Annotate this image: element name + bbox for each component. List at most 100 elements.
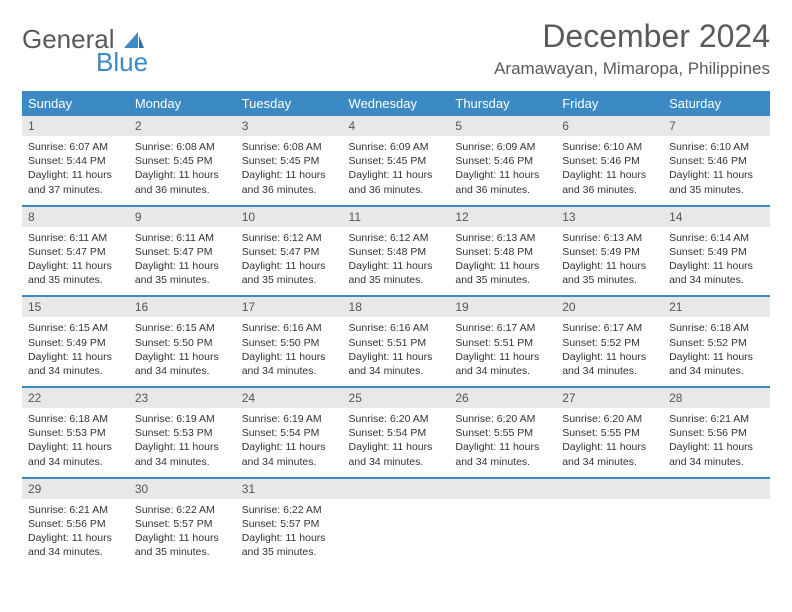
day-number — [663, 479, 770, 499]
day-cell: 10Sunrise: 6:12 AMSunset: 5:47 PMDayligh… — [236, 206, 343, 297]
sunrise-line: Sunrise: 6:07 AM — [28, 141, 108, 153]
sunset-line: Sunset: 5:54 PM — [349, 427, 427, 439]
daylight-line: Daylight: 11 hours and 34 minutes. — [135, 351, 219, 377]
day-cell: 30Sunrise: 6:22 AMSunset: 5:57 PMDayligh… — [129, 478, 236, 568]
day-content: Sunrise: 6:18 AMSunset: 5:52 PMDaylight:… — [663, 317, 770, 386]
day-number: 29 — [22, 479, 129, 499]
day-cell: 13Sunrise: 6:13 AMSunset: 5:49 PMDayligh… — [556, 206, 663, 297]
daylight-line: Daylight: 11 hours and 35 minutes. — [135, 260, 219, 286]
sunrise-line: Sunrise: 6:19 AM — [135, 413, 215, 425]
sunrise-line: Sunrise: 6:21 AM — [28, 504, 108, 516]
daylight-line: Daylight: 11 hours and 34 minutes. — [242, 351, 326, 377]
sunrise-line: Sunrise: 6:16 AM — [242, 322, 322, 334]
sunrise-line: Sunrise: 6:08 AM — [242, 141, 322, 153]
daylight-line: Daylight: 11 hours and 34 minutes. — [669, 351, 753, 377]
sunrise-line: Sunrise: 6:17 AM — [455, 322, 535, 334]
day-number: 14 — [663, 207, 770, 227]
sunset-line: Sunset: 5:53 PM — [135, 427, 213, 439]
day-number: 6 — [556, 116, 663, 136]
day-number: 4 — [343, 116, 450, 136]
day-cell: 17Sunrise: 6:16 AMSunset: 5:50 PMDayligh… — [236, 296, 343, 387]
day-content — [343, 499, 450, 549]
day-number: 10 — [236, 207, 343, 227]
daylight-line: Daylight: 11 hours and 34 minutes. — [669, 260, 753, 286]
day-content: Sunrise: 6:12 AMSunset: 5:47 PMDaylight:… — [236, 227, 343, 296]
sunrise-line: Sunrise: 6:09 AM — [455, 141, 535, 153]
day-content: Sunrise: 6:21 AMSunset: 5:56 PMDaylight:… — [663, 408, 770, 477]
day-content: Sunrise: 6:22 AMSunset: 5:57 PMDaylight:… — [236, 499, 343, 568]
day-cell: 18Sunrise: 6:16 AMSunset: 5:51 PMDayligh… — [343, 296, 450, 387]
daylight-line: Daylight: 11 hours and 34 minutes. — [28, 532, 112, 558]
sunrise-line: Sunrise: 6:13 AM — [562, 232, 642, 244]
daylight-line: Daylight: 11 hours and 34 minutes. — [455, 351, 539, 377]
day-cell: 12Sunrise: 6:13 AMSunset: 5:48 PMDayligh… — [449, 206, 556, 297]
daylight-line: Daylight: 11 hours and 36 minutes. — [242, 169, 326, 195]
day-content — [663, 499, 770, 549]
logo: General Blue — [22, 18, 148, 78]
day-number: 16 — [129, 297, 236, 317]
sunset-line: Sunset: 5:57 PM — [242, 518, 320, 530]
calendar-week-row: 29 Sunrise: 6:21 AM Sunset: 5:56 PM Dayligh… — [22, 478, 770, 568]
day-cell: 23Sunrise: 6:19 AMSunset: 5:53 PMDayligh… — [129, 387, 236, 478]
day-content: Sunrise: 6:16 AMSunset: 5:51 PMDaylight:… — [343, 317, 450, 386]
day-content: Sunrise: 6:13 AMSunset: 5:49 PMDaylight:… — [556, 227, 663, 296]
day-number: 22 — [22, 388, 129, 408]
sunrise-line: Sunrise: 6:21 AM — [669, 413, 749, 425]
day-number: 2 — [129, 116, 236, 136]
sunset-line: Sunset: 5:47 PM — [242, 246, 320, 258]
calendar-week-row: 8Sunrise: 6:11 AMSunset: 5:47 PMDaylight… — [22, 206, 770, 297]
daylight-line: Daylight: 11 hours and 34 minutes. — [349, 441, 433, 467]
sunset-line: Sunset: 5:52 PM — [562, 337, 640, 349]
weekday-header: Sunday — [22, 91, 129, 116]
daylight-line: Daylight: 11 hours and 35 minutes. — [242, 532, 326, 558]
day-number: 25 — [343, 388, 450, 408]
daylight-line: Daylight: 11 hours and 36 minutes. — [135, 169, 219, 195]
sunrise-line: Sunrise: 6:19 AM — [242, 413, 322, 425]
day-content: Sunrise: 6:08 AM Sunset: 5:45 PM Daylight:… — [236, 136, 343, 205]
day-number — [556, 479, 663, 499]
logo-sail-icon — [124, 24, 144, 40]
sunrise-line: Sunrise: 6:13 AM — [455, 232, 535, 244]
sunrise-line: Sunrise: 6:11 AM — [135, 232, 214, 244]
empty-cell — [449, 478, 556, 568]
day-number: 15 — [22, 297, 129, 317]
day-cell: 27Sunrise: 6:20 AMSunset: 5:55 PMDayligh… — [556, 387, 663, 478]
day-content: Sunrise: 6:11 AMSunset: 5:47 PMDaylight:… — [129, 227, 236, 296]
day-cell: 14Sunrise: 6:14 AMSunset: 5:49 PMDayligh… — [663, 206, 770, 297]
day-cell: 20Sunrise: 6:17 AMSunset: 5:52 PMDayligh… — [556, 296, 663, 387]
day-content — [449, 499, 556, 549]
day-number: 5 — [449, 116, 556, 136]
title-block: December 2024 Aramawayan, Mimaropa, Phil… — [494, 18, 770, 79]
day-content: Sunrise: 6:12 AMSunset: 5:48 PMDaylight:… — [343, 227, 450, 296]
logo-text-2: Blue — [96, 47, 148, 78]
day-cell: 5Sunrise: 6:09 AMSunset: 5:46 PMDaylight… — [449, 116, 556, 206]
day-number: 12 — [449, 207, 556, 227]
sunset-line: Sunset: 5:56 PM — [669, 427, 747, 439]
sunset-line: Sunset: 5:55 PM — [455, 427, 533, 439]
day-content: Sunrise: 6:17 AMSunset: 5:52 PMDaylight:… — [556, 317, 663, 386]
sunrise-line: Sunrise: 6:16 AM — [349, 322, 429, 334]
weekday-header: Tuesday — [236, 91, 343, 116]
page-title: December 2024 — [494, 18, 770, 55]
sunrise-line: Sunrise: 6:20 AM — [349, 413, 429, 425]
sunset-line: Sunset: 5:49 PM — [562, 246, 640, 258]
sunrise-line: Sunrise: 6:12 AM — [242, 232, 322, 244]
day-number: 30 — [129, 479, 236, 499]
sunrise-line: Sunrise: 6:20 AM — [562, 413, 642, 425]
sunset-line: Sunset: 5:49 PM — [669, 246, 747, 258]
sunset-line: Sunset: 5:45 PM — [242, 155, 320, 167]
sunset-line: Sunset: 5:53 PM — [28, 427, 106, 439]
daylight-line: Daylight: 11 hours and 37 minutes. — [28, 169, 112, 195]
sunrise-line: Sunrise: 6:22 AM — [135, 504, 215, 516]
daylight-line: Daylight: 11 hours and 34 minutes. — [135, 441, 219, 467]
day-number: 1 — [22, 116, 129, 136]
sunrise-line: Sunrise: 6:09 AM — [349, 141, 429, 153]
sunrise-line: Sunrise: 6:15 AM — [28, 322, 108, 334]
sunset-line: Sunset: 5:52 PM — [669, 337, 747, 349]
daylight-line: Daylight: 11 hours and 35 minutes. — [349, 260, 433, 286]
sunset-line: Sunset: 5:56 PM — [28, 518, 106, 530]
empty-cell — [663, 478, 770, 568]
sunset-line: Sunset: 5:45 PM — [135, 155, 213, 167]
day-content: Sunrise: 6:09 AMSunset: 5:46 PMDaylight:… — [449, 136, 556, 205]
day-cell: 24Sunrise: 6:19 AMSunset: 5:54 PMDayligh… — [236, 387, 343, 478]
